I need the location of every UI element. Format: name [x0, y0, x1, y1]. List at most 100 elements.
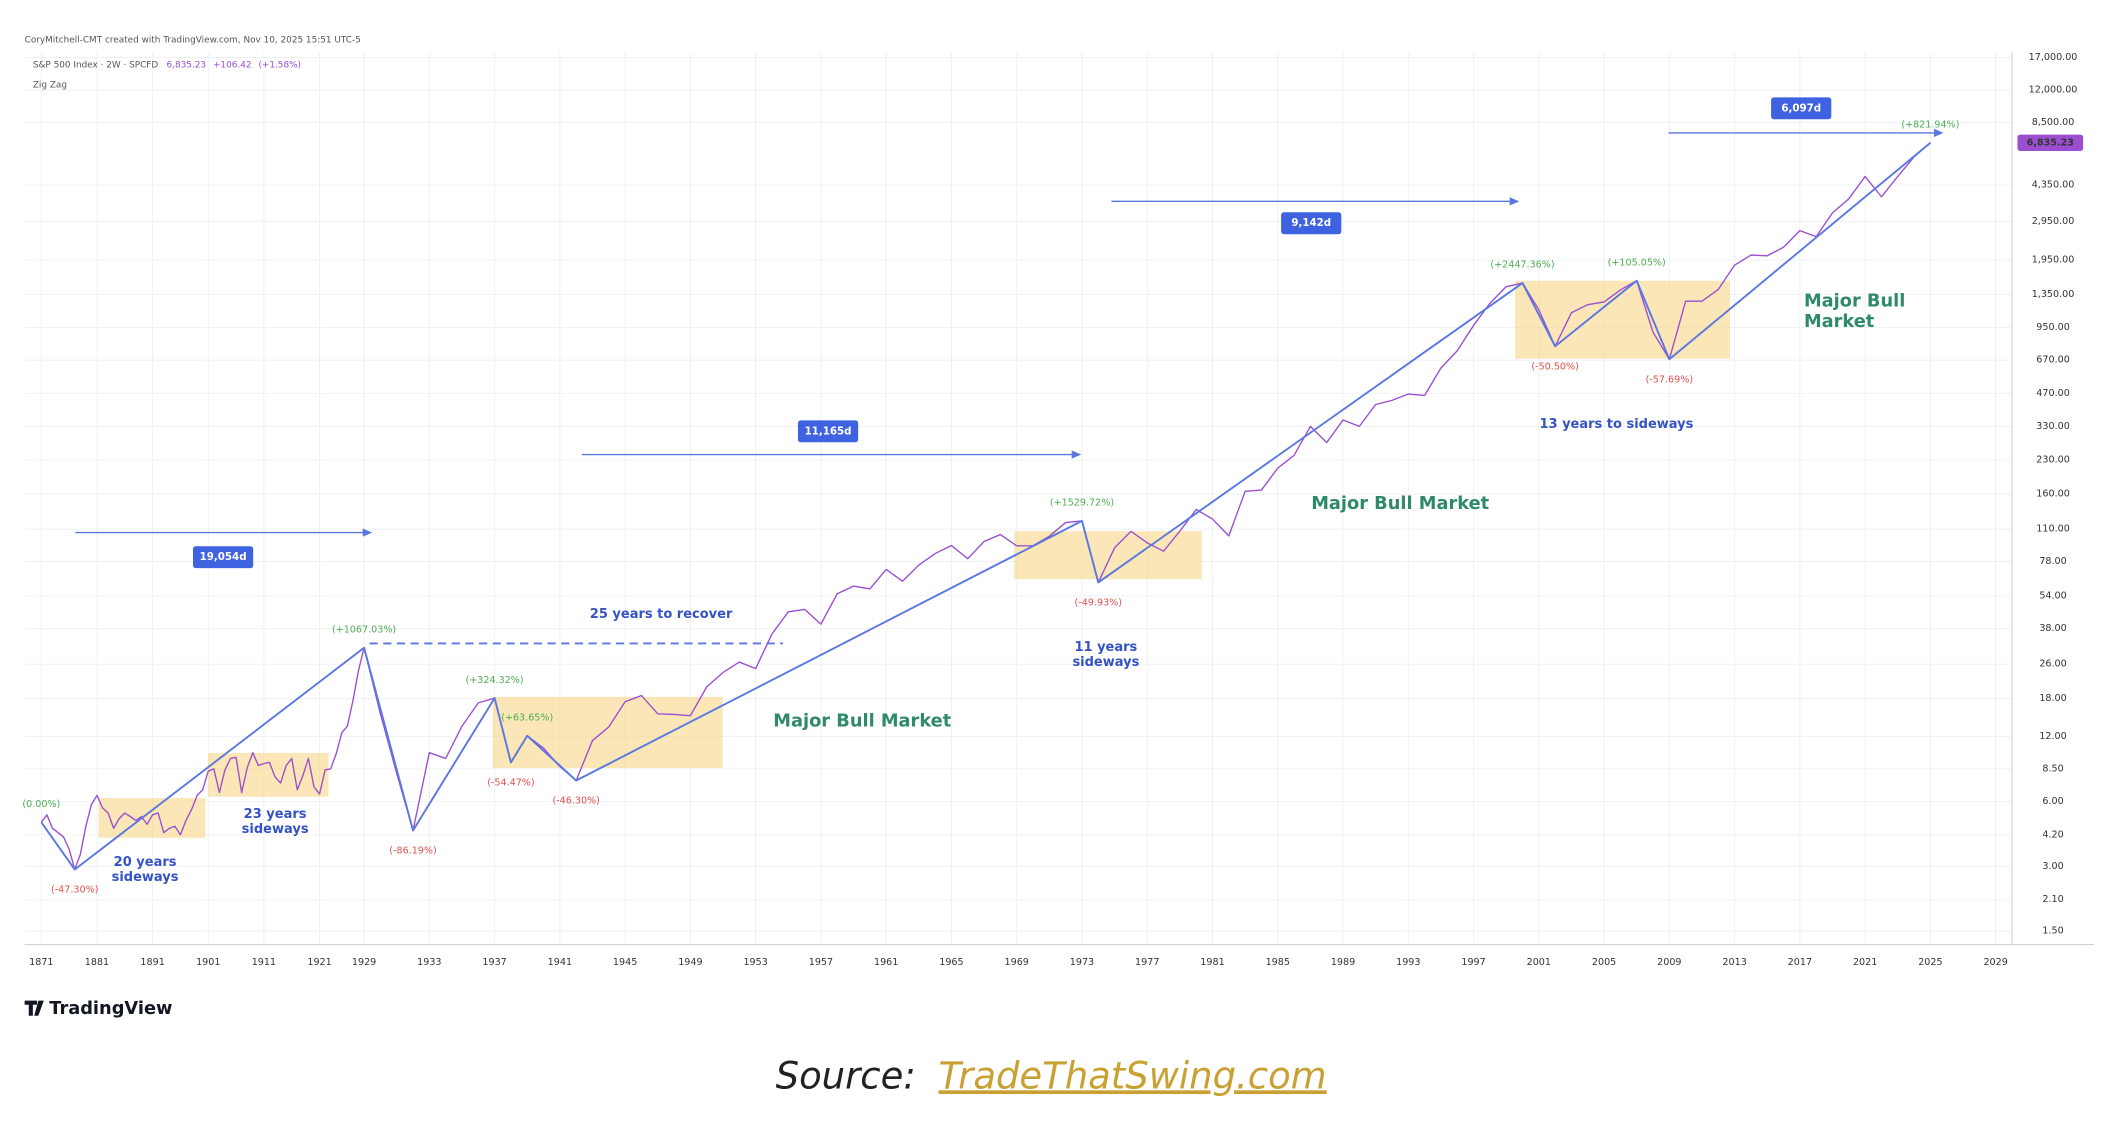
x-tick-label: 1953 — [743, 957, 767, 968]
y-tick-label: 1,350.00 — [2032, 289, 2075, 300]
y-tick-label: 950.00 — [2036, 322, 2070, 333]
x-tick-label: 1973 — [1070, 957, 1094, 968]
duration-label: 11,165d — [805, 425, 852, 437]
y-tick-label: 12.00 — [2039, 731, 2066, 742]
duration-badge — [1771, 97, 1832, 120]
duration-label: 19,054d — [200, 551, 247, 563]
annotation: 23 years — [244, 807, 307, 822]
x-tick-label: 1929 — [352, 957, 376, 968]
y-tick-label: 2.10 — [2042, 894, 2063, 905]
sideways-box — [98, 798, 206, 838]
y-tick-label: 54.00 — [2039, 590, 2066, 601]
source-prefix: Source: — [776, 1054, 916, 1097]
y-tick-label: 38.00 — [2039, 623, 2066, 634]
y-tick-label: 18.00 — [2039, 693, 2066, 704]
price-tag-label: 6,835.23 — [2027, 137, 2074, 148]
y-tick-label: 1.50 — [2042, 926, 2063, 937]
y-tick-label: 78.00 — [2039, 556, 2066, 567]
x-tick-label: 1881 — [85, 957, 109, 968]
x-tick-label: 1945 — [613, 957, 637, 968]
source-link[interactable]: TradeThatSwing.com — [938, 1054, 1326, 1097]
annotation: sideways — [242, 822, 309, 837]
x-tick-label: 1961 — [874, 957, 898, 968]
y-tick-label: 2,950.00 — [2032, 216, 2075, 227]
x-tick-label: 2017 — [1788, 957, 1812, 968]
bull-label: Major Bull Market — [1311, 493, 1489, 514]
annotation: 25 years to recover — [590, 607, 733, 622]
zigzag-label: (+1067.03%) — [332, 624, 396, 635]
legend: S&P 500 Index · 2W · SPCFD 6,835.23 +106… — [33, 60, 301, 70]
x-tick-label: 1993 — [1396, 957, 1420, 968]
y-tick-label: 4.20 — [2042, 829, 2063, 840]
arrow-head — [362, 528, 373, 537]
x-tick-label: 2001 — [1527, 957, 1551, 968]
sideways-box — [208, 752, 329, 797]
x-tick-label: 2013 — [1722, 957, 1746, 968]
arrow-head — [1509, 197, 1520, 206]
zigzag-label: (-54.47%) — [487, 777, 534, 788]
bull-label: Market — [1804, 311, 1875, 332]
bull-label: Major Bull Market — [773, 710, 951, 731]
price-line — [40, 142, 1931, 871]
y-tick-label: 8.50 — [2042, 763, 2063, 774]
y-tick-label: 17,000.00 — [2029, 52, 2078, 63]
zigzag-label: (-57.69%) — [1646, 374, 1693, 385]
annotation: sideways — [112, 870, 179, 885]
x-tick-label: 2009 — [1657, 957, 1681, 968]
x-tick-label: 1871 — [29, 957, 53, 968]
legend-zigzag: Zig Zag — [33, 81, 67, 91]
zigzag-label: (+2447.36%) — [1490, 260, 1554, 271]
x-tick-label: 1981 — [1200, 957, 1224, 968]
zigzag-label: (+105.05%) — [1608, 257, 1666, 268]
y-tick-label: 330.00 — [2036, 421, 2070, 432]
zigzag-label: (+63.65%) — [501, 712, 553, 723]
annotation: 20 years — [114, 855, 177, 870]
x-tick-label: 1989 — [1331, 957, 1355, 968]
bull-label: Major Bull — [1804, 290, 1905, 311]
x-tick-label: 1985 — [1266, 957, 1290, 968]
y-tick-label: 8,500.00 — [2032, 117, 2075, 128]
x-tick-label: 2025 — [1918, 957, 1942, 968]
y-tick-label: 6.00 — [2042, 796, 2063, 807]
x-tick-label: 1921 — [307, 957, 331, 968]
credit: CoryMitchell-CMT created with TradingVie… — [25, 35, 361, 45]
x-tick-label: 1977 — [1135, 957, 1159, 968]
y-tick-label: 160.00 — [2036, 489, 2070, 500]
y-tick-label: 4,350.00 — [2032, 180, 2075, 191]
annotation: sideways — [1072, 655, 1139, 670]
y-tick-label: 26.00 — [2039, 659, 2066, 670]
zigzag-label: (0.00%) — [22, 799, 60, 810]
logo-icon — [24, 1000, 44, 1016]
x-tick-label: 1965 — [939, 957, 963, 968]
logo: TradingView — [24, 998, 172, 1019]
zigzag-label: (+1529.72%) — [1050, 498, 1114, 509]
duration-label: 6,097d — [1781, 102, 1821, 114]
arrow-head — [1933, 128, 1944, 138]
y-tick-label: 110.00 — [2036, 524, 2070, 535]
arrow-head — [1071, 450, 1082, 459]
x-tick-label: 1941 — [548, 957, 572, 968]
duration-badge — [797, 420, 859, 443]
price-tag — [2017, 134, 2084, 151]
zigzag-label: (+821.94%) — [1901, 119, 1959, 130]
sideways-box — [492, 696, 723, 768]
logo-text: TradingView — [49, 998, 172, 1019]
duration-arrows — [75, 128, 1944, 645]
duration-badge — [1281, 212, 1342, 235]
zigzag-line — [40, 142, 1932, 871]
zigzag-label: (+324.32%) — [466, 675, 524, 686]
legend-change: +106.42 — [213, 60, 252, 70]
legend-series: S&P 500 Index · 2W · SPCFD — [33, 60, 159, 70]
zigzag-label: (-86.19%) — [389, 845, 436, 856]
x-tick-label: 1933 — [417, 957, 441, 968]
annotation: 13 years to sideways — [1539, 417, 1693, 432]
labels: 1.50 2.10 3.00 4.20 6.00 8.50 12.00 18.00 26.00 3… — [22, 52, 2084, 968]
x-tick-label: 1997 — [1461, 957, 1485, 968]
x-tick-label: 2005 — [1592, 957, 1616, 968]
x-tick-label: 1891 — [140, 957, 164, 968]
zigzag-label: (-49.93%) — [1075, 597, 1122, 608]
x-tick-label: 1969 — [1005, 957, 1029, 968]
plot — [40, 142, 1932, 871]
x-tick-label: 1949 — [678, 957, 702, 968]
